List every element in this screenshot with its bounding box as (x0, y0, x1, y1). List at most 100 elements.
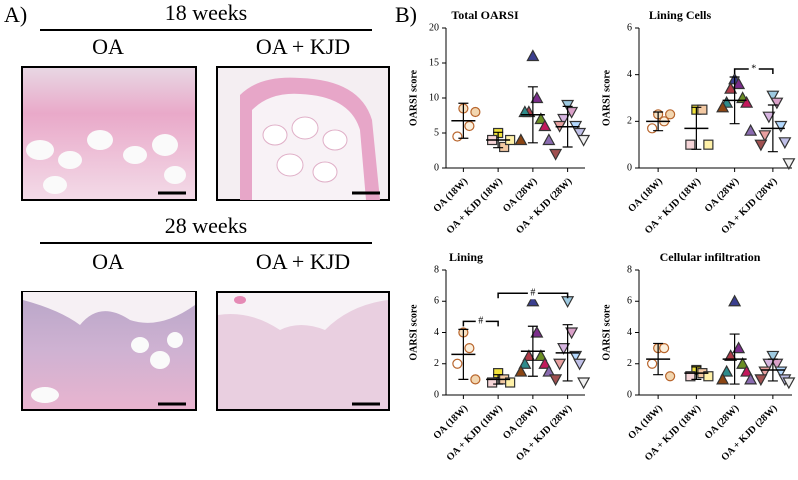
y-axis-label: OARSI score (601, 69, 612, 126)
error-bar (562, 105, 573, 148)
data-point (647, 123, 658, 134)
column-label: OA (92, 34, 124, 59)
error-bar (458, 102, 469, 139)
data-point (740, 364, 754, 377)
x-tick-label: OA (28W) (703, 403, 742, 442)
column-label: OA + KJD (256, 34, 350, 59)
data-point (530, 325, 544, 338)
histology-image (216, 66, 390, 201)
y-tick-label: 0 (434, 162, 439, 173)
panel-label: A) (4, 2, 27, 27)
data-point (754, 374, 768, 387)
chart-title: Total OARSI (451, 8, 519, 22)
y-axis-label: OARSI score (408, 304, 419, 361)
error-bar (653, 111, 664, 132)
data-point (766, 350, 780, 363)
error-bar (493, 374, 504, 385)
data-point (728, 294, 742, 307)
histology-image (216, 291, 390, 411)
data-point (452, 358, 463, 369)
data-point (573, 358, 587, 371)
column-label: OA (92, 249, 124, 274)
data-point (703, 139, 714, 150)
y-tick-label: 0 (434, 389, 439, 400)
data-point (697, 104, 708, 115)
error-bar (562, 324, 573, 382)
data-point (470, 106, 481, 118)
data-point (740, 95, 754, 108)
y-tick-label: 4 (627, 327, 632, 338)
error-bar (527, 325, 538, 377)
data-point (470, 374, 481, 385)
y-tick-label: 2 (434, 358, 439, 369)
y-tick-label: 6 (627, 22, 632, 33)
data-point (774, 120, 788, 133)
data-point (530, 91, 544, 104)
y-tick-label: 8 (434, 264, 439, 275)
y-tick-label: 6 (627, 296, 632, 307)
error-bar (691, 366, 702, 380)
data-point (505, 377, 516, 388)
data-point (464, 120, 475, 132)
data-point (685, 139, 696, 150)
chart-title: Lining (449, 250, 483, 264)
error-bar (527, 86, 538, 144)
error-bar (691, 106, 702, 150)
data-point (549, 374, 563, 387)
y-tick-label: 0 (627, 162, 632, 173)
histology-image (21, 291, 197, 411)
data-point (573, 127, 587, 140)
data-point (724, 349, 738, 362)
y-axis-label: OARSI score (601, 304, 612, 361)
error-bar (493, 131, 504, 149)
y-tick-label: 2 (627, 358, 632, 369)
significance-label: # (478, 316, 483, 327)
data-point (716, 100, 730, 113)
data-point (538, 119, 552, 132)
x-tick-label: OA (18W) (626, 403, 665, 442)
significance-label: * (751, 63, 756, 74)
y-tick-label: 10 (429, 92, 439, 103)
data-point (534, 349, 548, 362)
data-point (499, 141, 510, 153)
data-point (565, 106, 579, 119)
data-point (557, 343, 571, 355)
data-point (464, 343, 475, 354)
significance-label: # (530, 288, 535, 299)
data-point (782, 377, 796, 390)
data-point (557, 113, 571, 126)
y-tick-label: 8 (627, 264, 632, 275)
data-point (762, 111, 776, 124)
data-point (685, 371, 696, 382)
column-label: OA + KJD (256, 249, 350, 274)
data-point (549, 148, 563, 161)
data-point (732, 341, 746, 354)
data-point (665, 109, 676, 120)
y-tick-label: 0 (627, 389, 632, 400)
data-point (526, 294, 540, 307)
data-point (659, 343, 670, 354)
data-point (553, 358, 567, 371)
data-point (452, 131, 463, 142)
data-point (534, 112, 548, 125)
y-axis-label: OARSI score (408, 69, 419, 126)
chart-title: Lining Cells (649, 8, 712, 22)
data-point (782, 158, 796, 171)
data-point (518, 357, 532, 369)
data-point (720, 364, 734, 377)
data-point (766, 90, 780, 103)
data-point (514, 133, 528, 146)
label-bg (748, 63, 759, 75)
section-title: 18 weeks (165, 0, 247, 25)
y-tick-label: 5 (434, 127, 439, 138)
data-point (744, 372, 758, 385)
y-tick-label: 4 (434, 327, 439, 338)
data-point (561, 99, 575, 112)
data-point (758, 130, 772, 143)
section-title: 28 weeks (165, 213, 247, 238)
data-point (754, 139, 768, 152)
data-point (665, 371, 676, 382)
label-bg (475, 315, 486, 328)
data-point (522, 349, 536, 362)
